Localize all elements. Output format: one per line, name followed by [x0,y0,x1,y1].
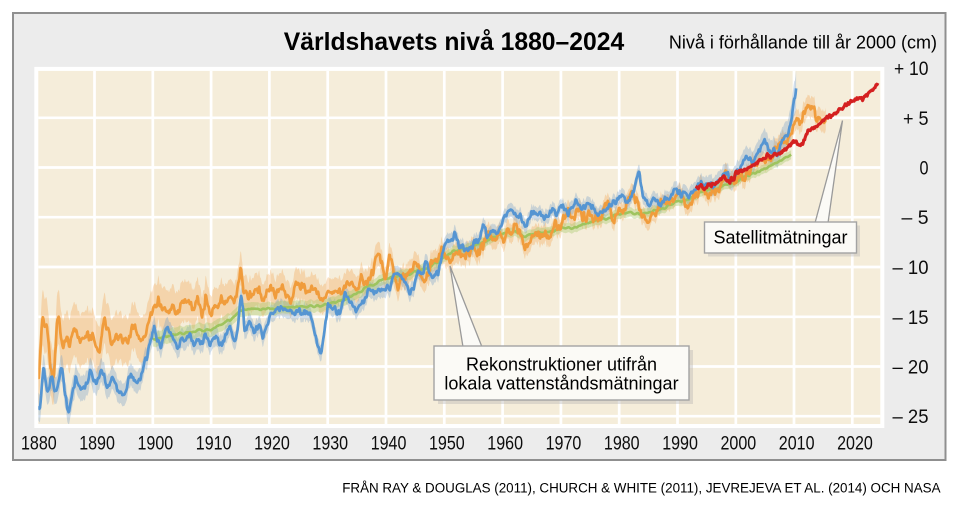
svg-text:– 5: – 5 [902,207,929,229]
svg-text:– 20: – 20 [893,357,929,379]
svg-text:2000: 2000 [721,432,757,454]
svg-text:lokala vattenståndsmätningar: lokala vattenståndsmätningar [444,374,678,394]
svg-text:1950: 1950 [429,432,465,454]
svg-text:+ 5: + 5 [903,108,929,130]
svg-text:Nivå i förhållande till år 200: Nivå i förhållande till år 2000 (cm) [669,33,937,53]
svg-text:– 10: – 10 [893,257,929,279]
svg-text:– 25: – 25 [893,406,929,428]
svg-text:1990: 1990 [662,432,698,454]
svg-text:+ 10: + 10 [894,58,929,80]
svg-text:2010: 2010 [779,432,815,454]
svg-text:1910: 1910 [196,432,232,454]
svg-text:1920: 1920 [254,432,290,454]
svg-text:1900: 1900 [138,432,174,454]
svg-text:Satellitmätningar: Satellitmätningar [713,228,847,248]
svg-text:1930: 1930 [312,432,348,454]
svg-text:Rekonstruktioner utifrån: Rekonstruktioner utifrån [466,355,657,375]
svg-text:0: 0 [920,158,929,180]
svg-text:2020: 2020 [837,432,873,454]
svg-text:1880: 1880 [21,432,57,454]
svg-text:1890: 1890 [79,432,115,454]
svg-text:FRÅN RAY & DOUGLAS (2011), CHU: FRÅN RAY & DOUGLAS (2011), CHURCH & WHIT… [342,480,940,495]
svg-text:1970: 1970 [546,432,582,454]
svg-text:1960: 1960 [487,432,523,454]
svg-text:– 15: – 15 [893,307,929,329]
svg-text:1980: 1980 [604,432,640,454]
svg-text:1940: 1940 [371,432,407,454]
svg-text:Världshavets nivå 1880–2024: Världshavets nivå 1880–2024 [284,29,625,56]
